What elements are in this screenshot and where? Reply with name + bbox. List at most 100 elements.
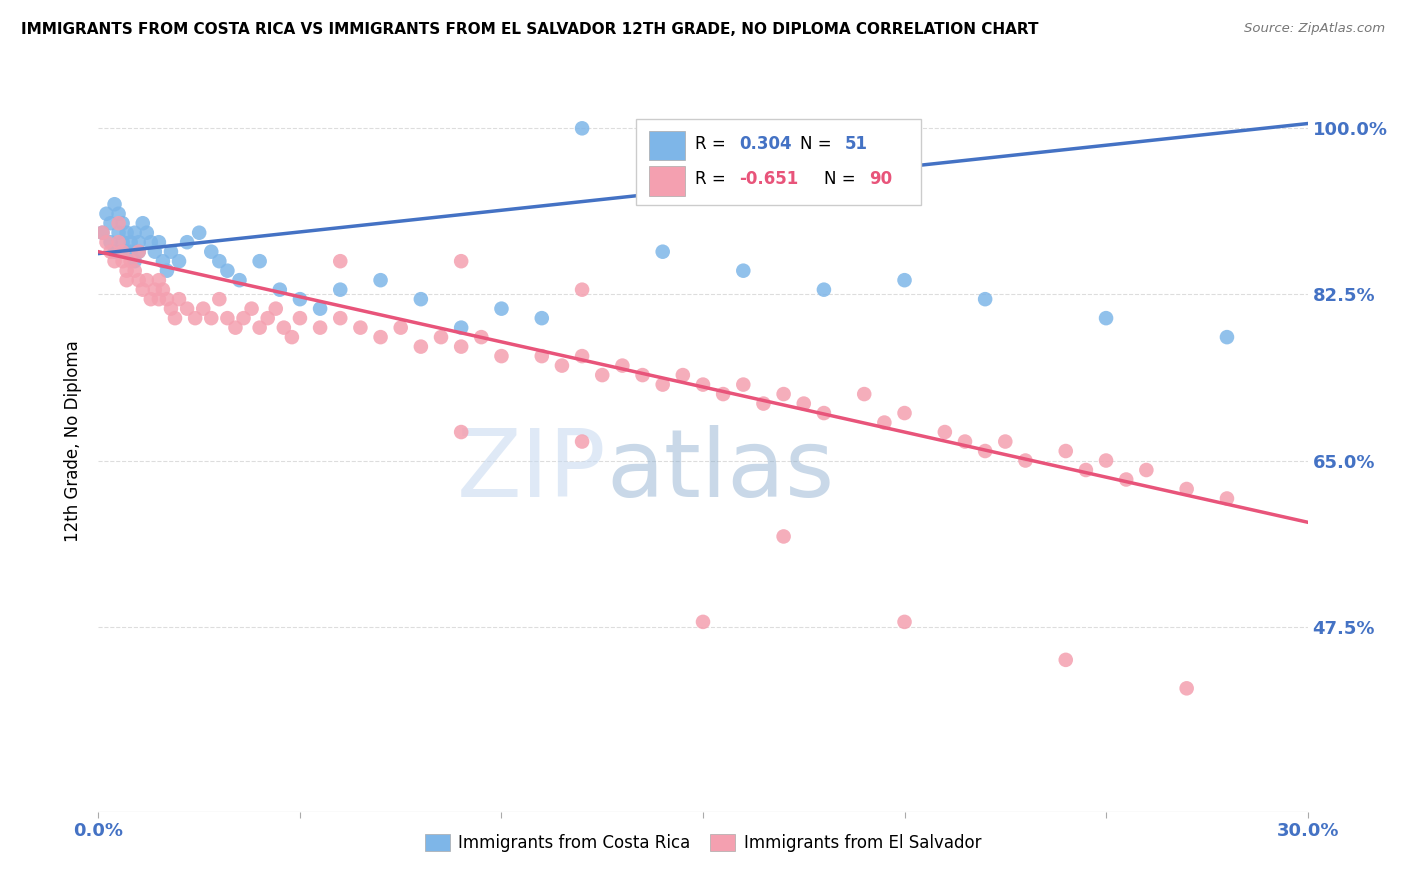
Point: [256, 311, 278, 326]
Point: [450, 320, 472, 334]
Point: [370, 273, 392, 287]
Point: [1054, 444, 1077, 458]
Point: [1175, 482, 1198, 496]
Point: [1014, 453, 1036, 467]
Text: 90: 90: [869, 170, 891, 188]
Point: [1175, 681, 1198, 696]
Point: [160, 301, 183, 316]
Point: [96, 235, 118, 250]
Point: [176, 301, 198, 316]
Point: [264, 301, 287, 316]
Point: [853, 387, 876, 401]
Bar: [648, 166, 685, 195]
Point: [450, 425, 472, 439]
Point: [148, 235, 170, 250]
Point: [100, 235, 122, 250]
Point: [711, 387, 734, 401]
Point: [111, 235, 134, 250]
Point: [107, 226, 129, 240]
Point: [450, 340, 472, 354]
Point: [893, 273, 915, 287]
Point: [491, 349, 513, 363]
Point: [208, 254, 231, 268]
Point: [1115, 473, 1137, 487]
Point: [571, 283, 593, 297]
Point: [491, 301, 513, 316]
Point: [612, 359, 634, 373]
Point: [163, 311, 186, 326]
Point: [156, 292, 179, 306]
Point: [309, 320, 332, 334]
Point: [329, 254, 352, 268]
Point: [120, 244, 142, 259]
Point: [349, 320, 371, 334]
Text: N =: N =: [824, 170, 860, 188]
Point: [430, 330, 453, 344]
Point: [217, 263, 239, 277]
Point: [530, 349, 553, 363]
Point: [91, 226, 114, 240]
Point: [672, 368, 695, 383]
FancyBboxPatch shape: [637, 120, 921, 204]
Point: [128, 235, 150, 250]
Text: 0.304: 0.304: [740, 135, 792, 153]
Point: [208, 292, 231, 306]
Point: [692, 377, 714, 392]
Point: [188, 226, 211, 240]
Point: [551, 359, 574, 373]
Point: [409, 340, 432, 354]
Point: [148, 292, 170, 306]
Point: [91, 226, 114, 240]
Point: [269, 283, 291, 297]
Point: [934, 425, 956, 439]
Point: [953, 434, 976, 449]
Point: [193, 301, 215, 316]
Point: [1095, 311, 1118, 326]
Point: [631, 368, 654, 383]
Point: [111, 216, 134, 230]
Point: [143, 244, 166, 259]
Point: [329, 283, 352, 297]
Point: [200, 311, 222, 326]
Point: [139, 235, 162, 250]
Point: [281, 330, 304, 344]
Text: N =: N =: [800, 135, 837, 153]
Point: [124, 254, 146, 268]
Point: [893, 615, 915, 629]
Point: [115, 263, 138, 277]
Point: [111, 244, 134, 259]
Point: [974, 292, 997, 306]
Point: [249, 254, 271, 268]
Point: [232, 311, 254, 326]
Point: [370, 330, 392, 344]
Point: [772, 529, 794, 543]
Point: [120, 254, 142, 268]
Point: [752, 396, 775, 410]
Point: [974, 444, 997, 458]
Point: [111, 254, 134, 268]
Point: [873, 416, 896, 430]
Point: [143, 283, 166, 297]
Text: 51: 51: [845, 135, 868, 153]
Point: [893, 406, 915, 420]
Point: [100, 216, 122, 230]
Point: [591, 368, 613, 383]
Point: [1216, 491, 1239, 506]
Point: [813, 283, 835, 297]
Point: [309, 301, 332, 316]
Point: [651, 244, 673, 259]
Point: [200, 244, 222, 259]
Point: [103, 244, 125, 259]
Point: [128, 244, 150, 259]
Text: R =: R =: [695, 170, 731, 188]
Point: [813, 406, 835, 420]
Point: [128, 273, 150, 287]
Point: [115, 244, 138, 259]
Point: [571, 121, 593, 136]
Point: [156, 263, 179, 277]
Point: [1216, 330, 1239, 344]
Point: [115, 226, 138, 240]
Point: [692, 615, 714, 629]
Point: [107, 235, 129, 250]
Point: [152, 283, 174, 297]
